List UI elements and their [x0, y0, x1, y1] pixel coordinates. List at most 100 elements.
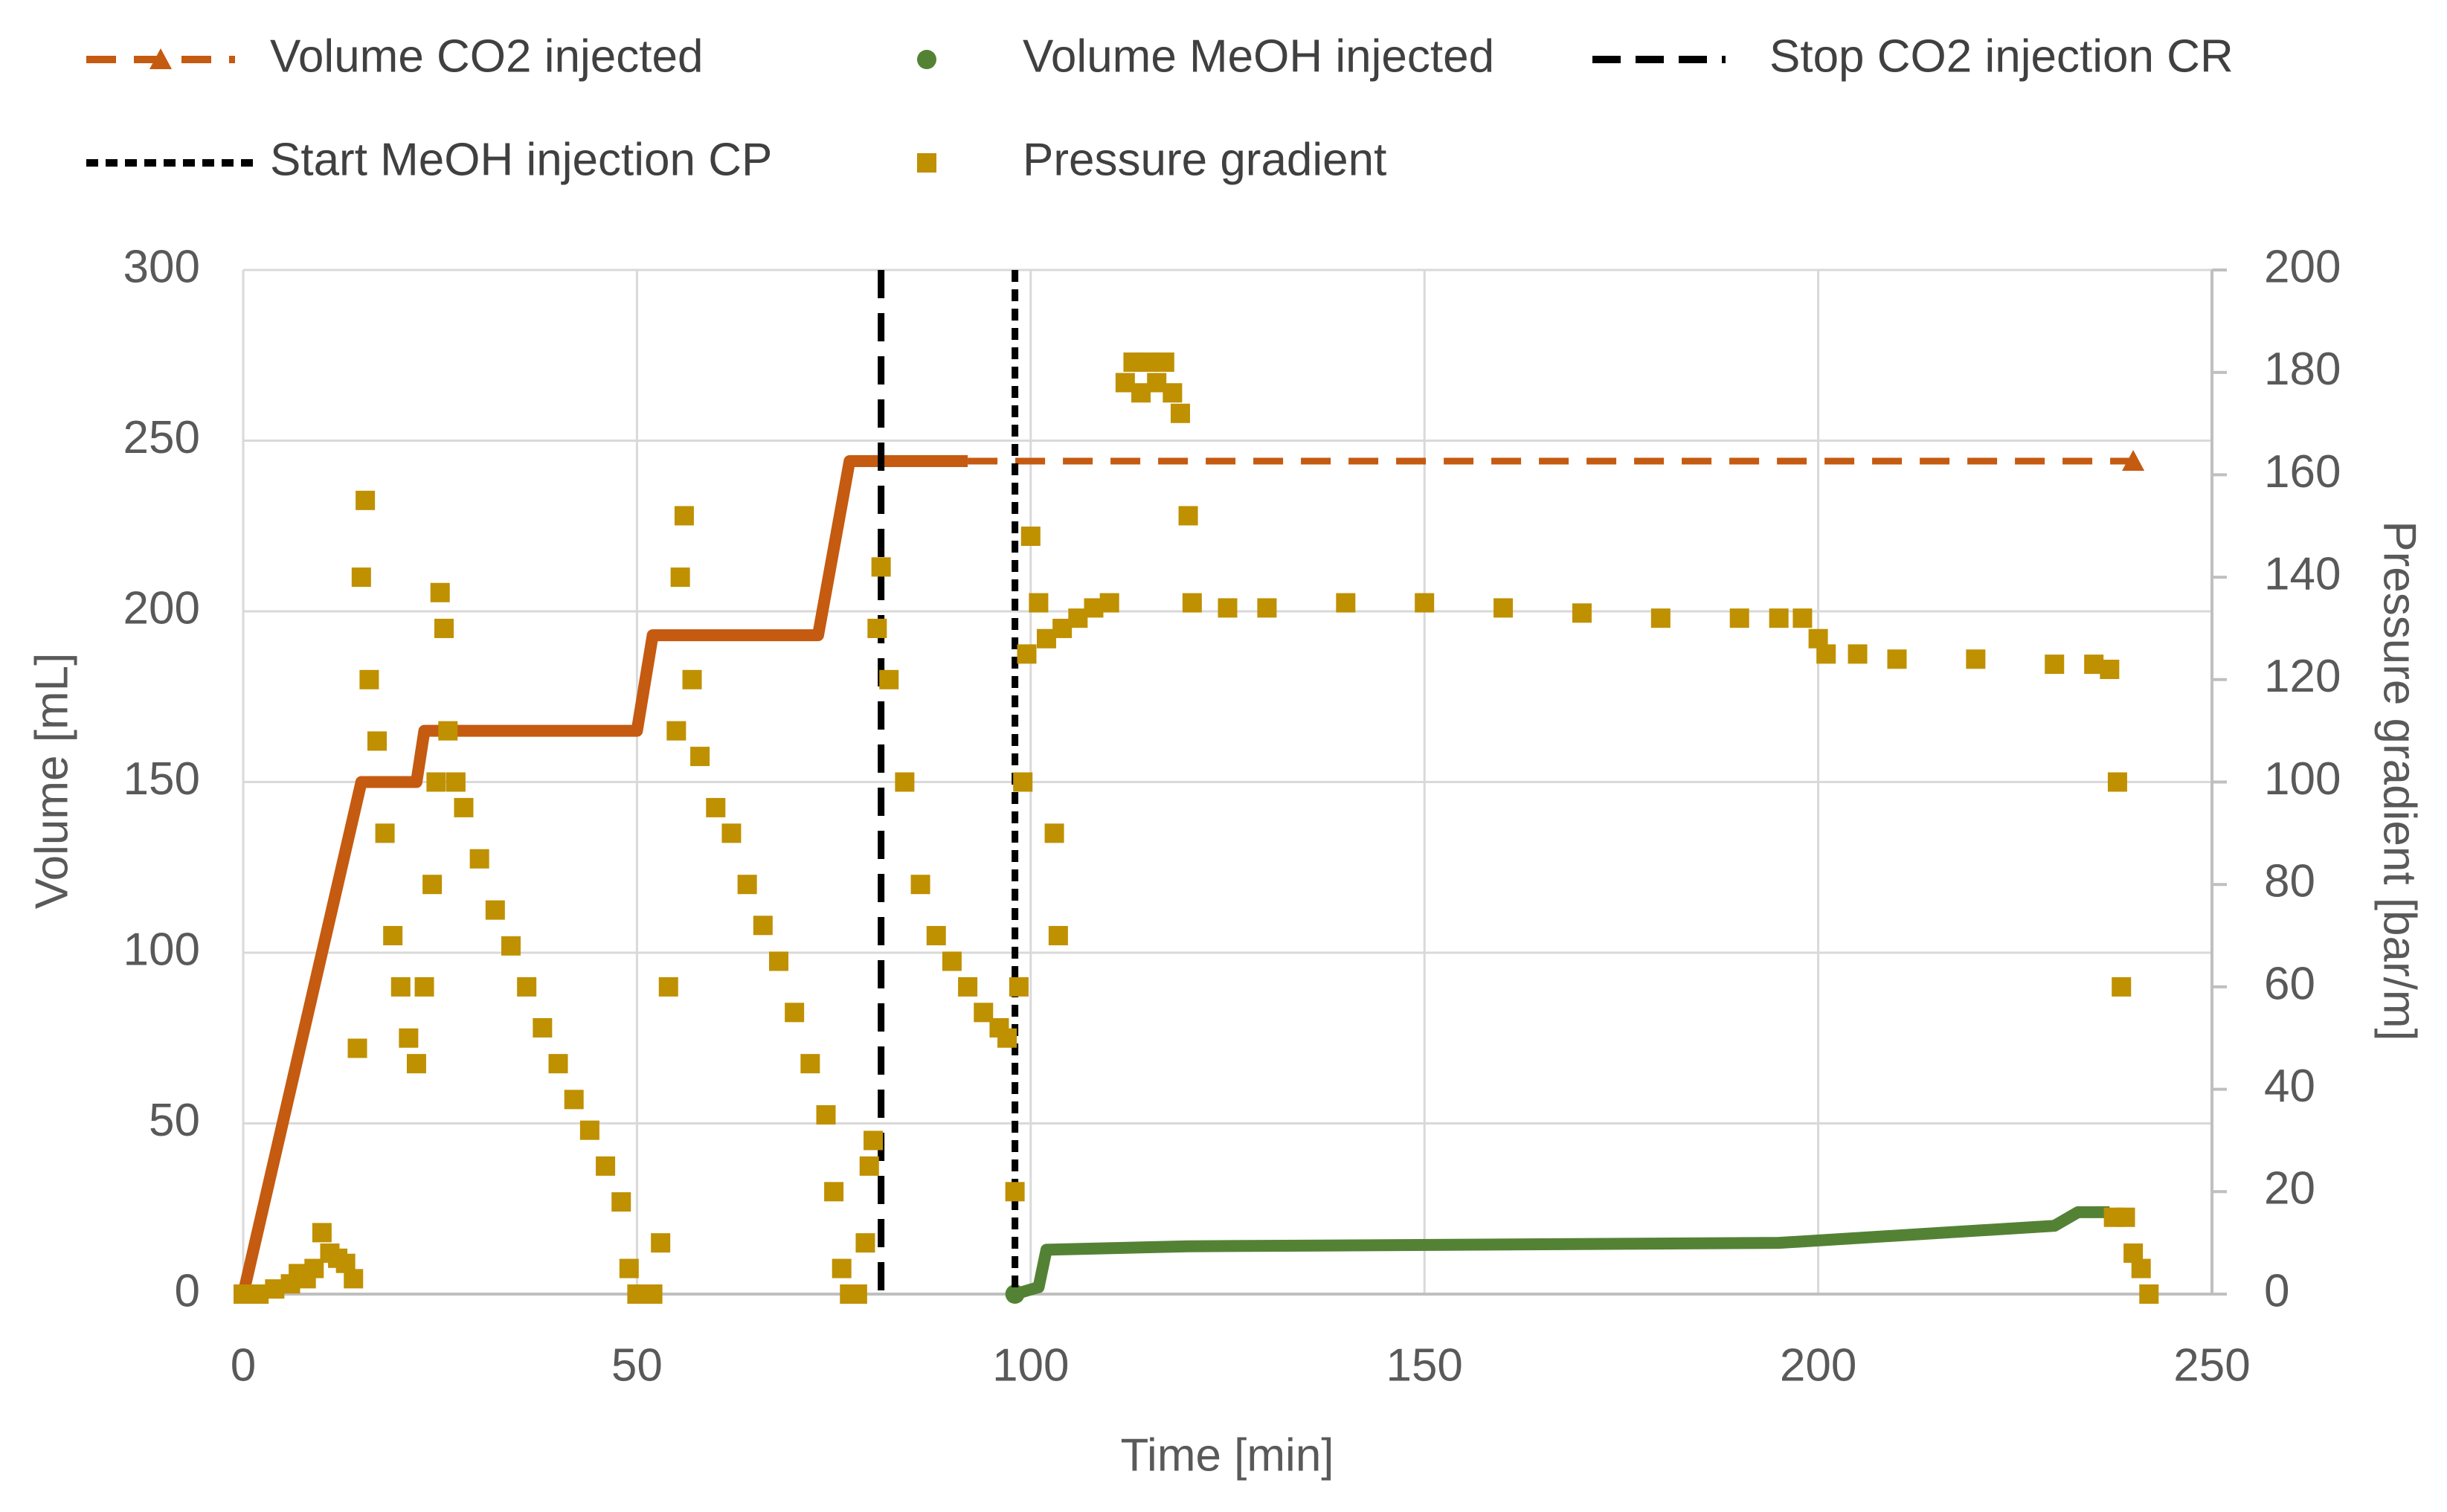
y2-tick-label: 40: [2264, 1061, 2315, 1112]
y-tick-label: 150: [123, 753, 200, 805]
point: [1415, 593, 1435, 613]
point: [1048, 926, 1068, 946]
point: [1729, 608, 1749, 628]
point: [1336, 593, 1356, 613]
point: [1887, 649, 1907, 669]
point: [859, 1156, 879, 1176]
point: [1769, 608, 1789, 628]
legend-label: Volume CO2 injected: [270, 30, 703, 82]
point: [2122, 450, 2145, 472]
point: [399, 1028, 419, 1048]
x-axis-title: Time [min]: [1120, 1429, 1334, 1481]
line: [237, 455, 968, 1296]
point: [1005, 1284, 1025, 1304]
point: [1154, 352, 1174, 372]
point: [651, 1233, 671, 1253]
point: [670, 567, 690, 588]
x-tick-label: 250: [2173, 1339, 2250, 1391]
point: [434, 618, 454, 638]
point: [2112, 977, 2132, 997]
point: [517, 977, 537, 997]
point: [469, 849, 489, 869]
point: [997, 1028, 1017, 1048]
point: [1178, 506, 1198, 526]
point: [356, 490, 376, 510]
point: [674, 506, 694, 526]
legend-label: Start MeOH injection CP: [270, 134, 772, 185]
y-tick-label: 100: [123, 924, 200, 975]
point: [1017, 644, 1037, 664]
point: [682, 669, 702, 689]
y2-tick-label: 200: [2264, 241, 2341, 292]
line: [1013, 1206, 2110, 1300]
point: [895, 772, 915, 792]
point: [359, 669, 379, 689]
point: [454, 797, 474, 817]
x-tick-label: 50: [611, 1339, 663, 1391]
point: [1650, 608, 1671, 628]
point: [1848, 644, 1868, 664]
point: [383, 926, 403, 946]
legend-marker: [917, 50, 936, 69]
point: [390, 977, 411, 997]
point: [596, 1156, 616, 1176]
point: [1005, 1182, 1025, 1202]
point: [666, 721, 686, 741]
point: [375, 823, 395, 843]
point: [1013, 772, 1033, 792]
y2-tick-label: 180: [2264, 344, 2341, 395]
point: [768, 951, 788, 971]
point: [430, 582, 450, 602]
point: [422, 875, 443, 895]
legend-marker: [917, 153, 936, 173]
point: [611, 1192, 631, 1212]
point: [344, 1269, 364, 1289]
y2-tick-label: 0: [2264, 1265, 2289, 1316]
point: [785, 1003, 805, 1023]
y-axis-title: Volume [mL]: [26, 653, 77, 910]
point: [351, 567, 371, 588]
point: [485, 900, 505, 920]
point: [619, 1258, 639, 1278]
point: [548, 1054, 568, 1074]
point: [2100, 660, 2120, 680]
y2-tick-label: 80: [2264, 856, 2315, 907]
point: [1163, 383, 1183, 403]
point: [832, 1258, 852, 1278]
point: [816, 1105, 836, 1125]
point: [847, 1284, 867, 1304]
point: [446, 772, 466, 792]
point: [1029, 593, 1049, 613]
y2-tick-label: 100: [2264, 753, 2341, 805]
point: [2115, 1207, 2135, 1227]
y-tick-label: 200: [123, 582, 200, 634]
point: [2045, 654, 2065, 675]
point: [1572, 603, 1592, 623]
point: [721, 823, 742, 843]
point: [564, 1090, 584, 1110]
x-tick-label: 150: [1386, 1339, 1462, 1391]
point: [2131, 1258, 2151, 1278]
point: [1182, 593, 1202, 613]
point: [367, 731, 387, 751]
point: [658, 977, 678, 997]
point: [690, 747, 710, 767]
point: [347, 1038, 367, 1058]
point: [855, 1233, 875, 1253]
point: [910, 875, 930, 895]
y-tick-label: 300: [123, 241, 200, 292]
y2-tick-label: 160: [2264, 446, 2341, 498]
point: [1218, 598, 1238, 618]
legend-label: Stop CO2 injection CR: [1769, 30, 2234, 82]
point: [312, 1223, 332, 1243]
point: [1493, 598, 1514, 618]
point: [958, 977, 978, 997]
point: [1966, 649, 1986, 669]
point: [1792, 608, 1813, 628]
point: [926, 926, 946, 946]
point: [871, 557, 891, 577]
x-tick-label: 200: [1780, 1339, 1856, 1391]
x-tick-label: 100: [992, 1339, 1069, 1391]
y2-tick-label: 60: [2264, 958, 2315, 1009]
point: [1170, 403, 1190, 423]
